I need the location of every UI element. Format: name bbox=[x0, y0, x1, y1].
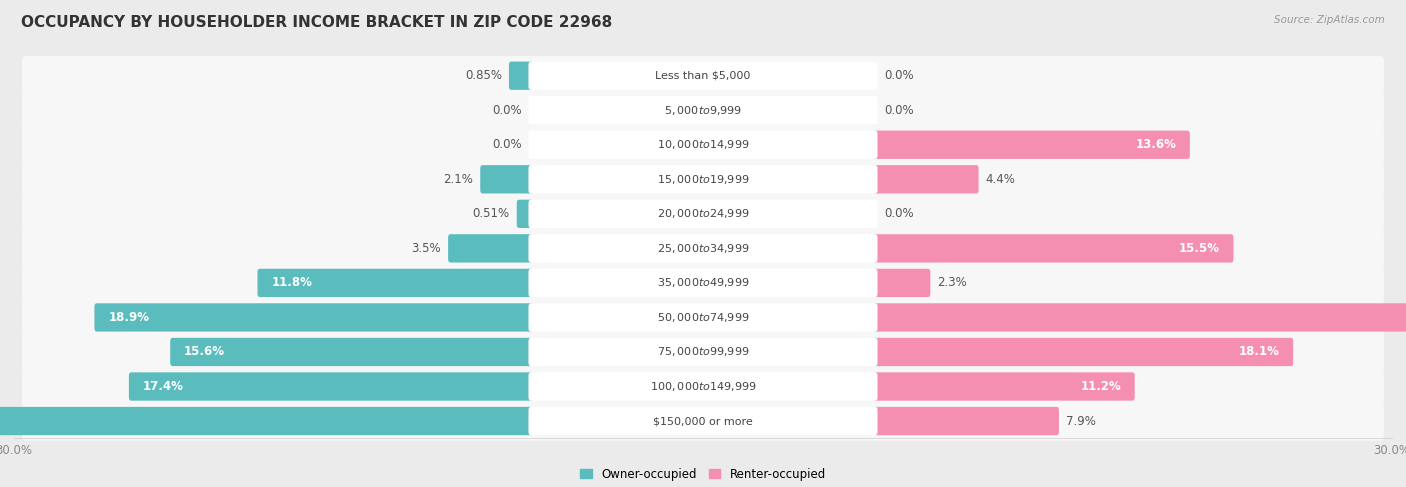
FancyBboxPatch shape bbox=[529, 200, 877, 228]
FancyBboxPatch shape bbox=[22, 194, 1384, 234]
FancyBboxPatch shape bbox=[873, 131, 1189, 159]
Text: 0.51%: 0.51% bbox=[472, 207, 510, 220]
FancyBboxPatch shape bbox=[22, 401, 1384, 441]
FancyBboxPatch shape bbox=[22, 91, 1384, 130]
Text: $75,000 to $99,999: $75,000 to $99,999 bbox=[657, 345, 749, 358]
Text: 11.8%: 11.8% bbox=[271, 277, 312, 289]
FancyBboxPatch shape bbox=[22, 160, 1384, 199]
FancyBboxPatch shape bbox=[529, 373, 877, 401]
FancyBboxPatch shape bbox=[529, 96, 877, 124]
FancyBboxPatch shape bbox=[509, 61, 533, 90]
Text: Less than $5,000: Less than $5,000 bbox=[655, 71, 751, 81]
FancyBboxPatch shape bbox=[529, 131, 877, 159]
FancyBboxPatch shape bbox=[529, 165, 877, 193]
FancyBboxPatch shape bbox=[873, 303, 1406, 332]
Legend: Owner-occupied, Renter-occupied: Owner-occupied, Renter-occupied bbox=[575, 463, 831, 486]
FancyBboxPatch shape bbox=[257, 269, 533, 297]
Text: $20,000 to $24,999: $20,000 to $24,999 bbox=[657, 207, 749, 220]
FancyBboxPatch shape bbox=[22, 367, 1384, 406]
FancyBboxPatch shape bbox=[873, 407, 1059, 435]
Text: $35,000 to $49,999: $35,000 to $49,999 bbox=[657, 277, 749, 289]
Text: 0.0%: 0.0% bbox=[884, 69, 914, 82]
Text: $5,000 to $9,999: $5,000 to $9,999 bbox=[664, 104, 742, 117]
Text: 2.3%: 2.3% bbox=[938, 277, 967, 289]
FancyBboxPatch shape bbox=[0, 407, 533, 435]
Text: 0.85%: 0.85% bbox=[465, 69, 502, 82]
Text: 15.5%: 15.5% bbox=[1178, 242, 1219, 255]
Text: $10,000 to $14,999: $10,000 to $14,999 bbox=[657, 138, 749, 151]
FancyBboxPatch shape bbox=[481, 165, 533, 193]
FancyBboxPatch shape bbox=[22, 332, 1384, 372]
Text: $15,000 to $19,999: $15,000 to $19,999 bbox=[657, 173, 749, 186]
Text: $150,000 or more: $150,000 or more bbox=[654, 416, 752, 426]
FancyBboxPatch shape bbox=[22, 125, 1384, 165]
FancyBboxPatch shape bbox=[22, 229, 1384, 268]
Text: 13.6%: 13.6% bbox=[1135, 138, 1175, 151]
Text: $100,000 to $149,999: $100,000 to $149,999 bbox=[650, 380, 756, 393]
FancyBboxPatch shape bbox=[529, 61, 877, 90]
Text: OCCUPANCY BY HOUSEHOLDER INCOME BRACKET IN ZIP CODE 22968: OCCUPANCY BY HOUSEHOLDER INCOME BRACKET … bbox=[21, 15, 613, 30]
Text: 0.0%: 0.0% bbox=[884, 207, 914, 220]
FancyBboxPatch shape bbox=[22, 56, 1384, 95]
Text: 18.9%: 18.9% bbox=[108, 311, 149, 324]
FancyBboxPatch shape bbox=[873, 338, 1294, 366]
FancyBboxPatch shape bbox=[873, 373, 1135, 401]
FancyBboxPatch shape bbox=[529, 338, 877, 366]
Text: 3.5%: 3.5% bbox=[412, 242, 441, 255]
Text: 0.0%: 0.0% bbox=[492, 104, 522, 117]
Text: 7.9%: 7.9% bbox=[1066, 414, 1095, 428]
FancyBboxPatch shape bbox=[22, 263, 1384, 302]
Text: $25,000 to $34,999: $25,000 to $34,999 bbox=[657, 242, 749, 255]
Text: 4.4%: 4.4% bbox=[986, 173, 1015, 186]
FancyBboxPatch shape bbox=[170, 338, 533, 366]
FancyBboxPatch shape bbox=[873, 234, 1233, 262]
FancyBboxPatch shape bbox=[873, 269, 931, 297]
Text: $50,000 to $74,999: $50,000 to $74,999 bbox=[657, 311, 749, 324]
FancyBboxPatch shape bbox=[449, 234, 533, 262]
FancyBboxPatch shape bbox=[517, 200, 533, 228]
Text: 0.0%: 0.0% bbox=[884, 104, 914, 117]
FancyBboxPatch shape bbox=[94, 303, 533, 332]
FancyBboxPatch shape bbox=[529, 269, 877, 297]
FancyBboxPatch shape bbox=[529, 303, 877, 332]
Text: 11.2%: 11.2% bbox=[1080, 380, 1121, 393]
FancyBboxPatch shape bbox=[529, 407, 877, 435]
FancyBboxPatch shape bbox=[873, 165, 979, 193]
Text: 0.0%: 0.0% bbox=[492, 138, 522, 151]
FancyBboxPatch shape bbox=[529, 234, 877, 262]
Text: 2.1%: 2.1% bbox=[443, 173, 474, 186]
Text: 15.6%: 15.6% bbox=[184, 345, 225, 358]
FancyBboxPatch shape bbox=[22, 298, 1384, 337]
Text: Source: ZipAtlas.com: Source: ZipAtlas.com bbox=[1274, 15, 1385, 25]
Text: 17.4%: 17.4% bbox=[142, 380, 184, 393]
Text: 18.1%: 18.1% bbox=[1239, 345, 1279, 358]
FancyBboxPatch shape bbox=[129, 373, 533, 401]
